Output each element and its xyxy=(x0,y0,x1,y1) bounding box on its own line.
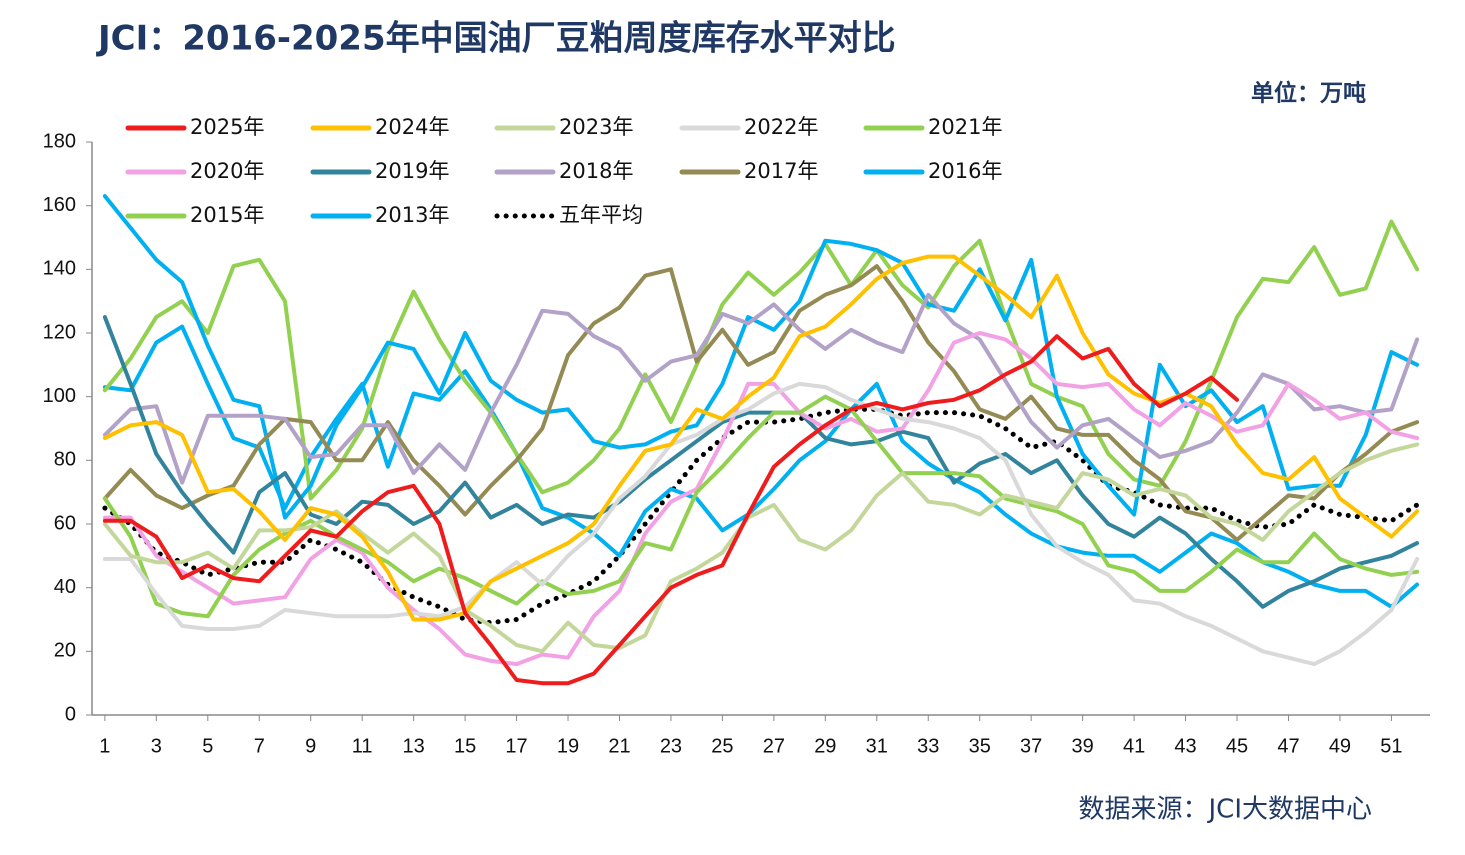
y-tick-label: 140 xyxy=(43,258,76,280)
x-tick-label: 33 xyxy=(917,735,939,757)
x-tick-label: 25 xyxy=(711,735,733,757)
y-tick-label: 100 xyxy=(43,385,76,407)
y-tick-label: 160 xyxy=(43,194,76,216)
x-tick-label: 41 xyxy=(1123,735,1145,757)
x-tick-label: 19 xyxy=(557,735,579,757)
y-tick-label: 20 xyxy=(54,640,76,662)
series-line xyxy=(102,331,1420,667)
y-tick-label: 60 xyxy=(54,512,76,534)
x-tick-label: 9 xyxy=(305,735,316,757)
legend-label: 2013年 xyxy=(375,203,449,227)
y-tick-label: 120 xyxy=(43,321,76,343)
series-line xyxy=(102,334,1239,686)
x-tick-label: 11 xyxy=(352,735,373,757)
legend-label: 2021年 xyxy=(928,115,1002,139)
x-tick-label: 43 xyxy=(1174,735,1196,757)
series-line xyxy=(102,442,1420,654)
legend-label: 2019年 xyxy=(375,159,449,183)
legend-label: 2024年 xyxy=(375,115,449,139)
series-line xyxy=(102,394,1420,619)
y-tick-label: 0 xyxy=(65,703,76,725)
x-tick-label: 3 xyxy=(151,735,162,757)
legend-label: 2016年 xyxy=(928,159,1002,183)
x-tick-label: 31 xyxy=(866,735,888,757)
unit-label: 单位：万吨 xyxy=(1251,80,1366,107)
x-tick-label: 47 xyxy=(1277,735,1299,757)
legend-label: 2023年 xyxy=(559,115,633,139)
legend-label: 2015年 xyxy=(190,203,264,227)
x-tick-label: 7 xyxy=(254,735,265,757)
x-tick-label: 51 xyxy=(1380,735,1402,757)
chart-title: JCI：2016-2025年中国油厂豆粕周度库存水平对比 xyxy=(96,19,896,59)
series-line xyxy=(102,254,1420,622)
series-line xyxy=(102,381,1420,667)
x-tick-label: 15 xyxy=(454,735,476,757)
legend-label: 2018年 xyxy=(559,159,633,183)
legend-label: 2025年 xyxy=(190,115,264,139)
y-tick-label: 40 xyxy=(54,576,76,598)
x-tick-label: 27 xyxy=(763,735,785,757)
series-line xyxy=(102,264,1420,542)
series-line xyxy=(102,292,1420,485)
x-tick-label: 5 xyxy=(202,735,213,757)
legend-label: 2022年 xyxy=(744,115,818,139)
x-tick-label: 17 xyxy=(505,735,527,757)
x-tick-label: 49 xyxy=(1329,735,1351,757)
legend-label: 2017年 xyxy=(744,159,818,183)
y-tick-label: 80 xyxy=(54,449,76,471)
x-tick-label: 13 xyxy=(403,735,425,757)
x-tick-label: 1 xyxy=(99,735,110,757)
x-tick-label: 23 xyxy=(660,735,682,757)
x-tick-label: 29 xyxy=(814,735,836,757)
y-tick-label: 180 xyxy=(43,130,76,152)
x-tick-label: 39 xyxy=(1072,735,1094,757)
x-tick-label: 45 xyxy=(1226,735,1248,757)
legend-label: 五年平均 xyxy=(559,203,643,227)
x-tick-label: 21 xyxy=(608,735,630,757)
x-tick-label: 35 xyxy=(969,735,991,757)
legend-label: 2020年 xyxy=(190,159,264,183)
source-note: 数据来源：JCI大数据中心 xyxy=(1079,795,1373,825)
x-tick-label: 37 xyxy=(1020,735,1042,757)
